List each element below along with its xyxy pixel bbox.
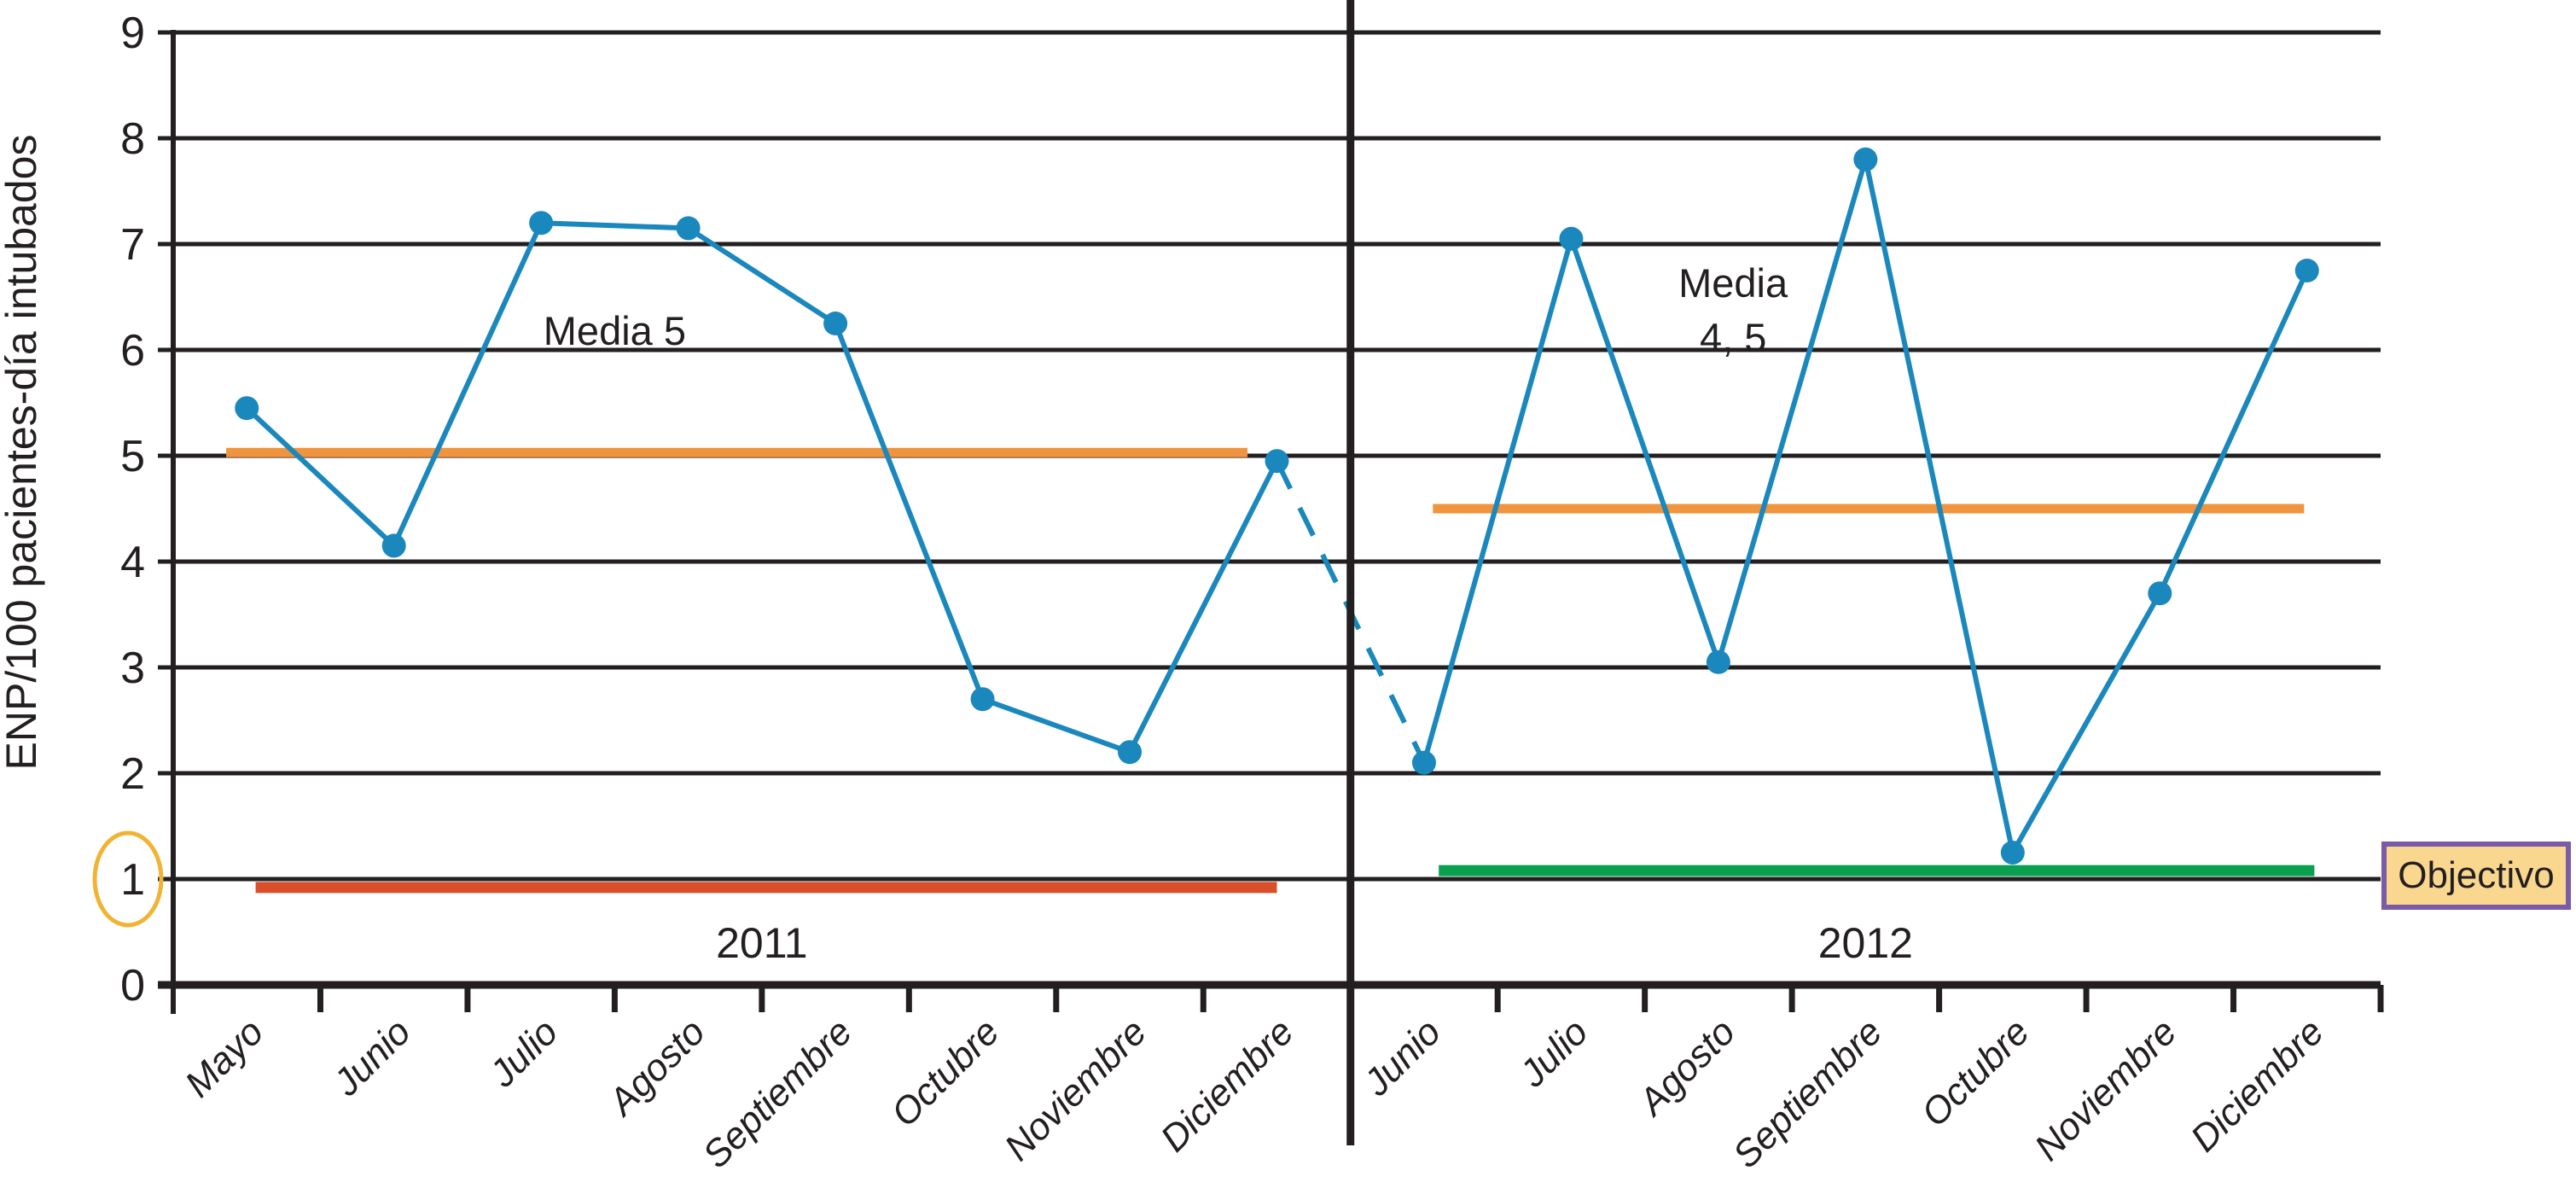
highlight-ellipse (92, 830, 164, 928)
series-line-2011 (245, 220, 1280, 755)
data-point (529, 211, 554, 236)
y-tick-label: 9 (120, 9, 145, 58)
month-label: Julio (481, 1011, 566, 1095)
month-label: Agosto (1629, 1011, 1743, 1125)
data-point (1853, 147, 1878, 172)
y-tick-label: 6 (120, 326, 145, 376)
month-label: Septiembre (1725, 1011, 1891, 1176)
y-tick-label: 0 (120, 961, 145, 1011)
media-label-2012: 4, 5 (1700, 315, 1766, 360)
data-point (2000, 841, 2025, 865)
data-point (235, 396, 259, 421)
x-axis (158, 981, 2384, 1012)
data-point (676, 216, 701, 241)
y-tick-label: 1 (120, 855, 145, 905)
y-tick-label: 2 (120, 749, 145, 799)
month-label: Diciembre (2183, 1011, 2332, 1160)
month-label: Mayo (177, 1011, 272, 1105)
data-point (381, 533, 406, 558)
month-label: Septiembre (695, 1011, 860, 1176)
data-point (1706, 649, 1730, 674)
data-point (1118, 740, 1143, 765)
month-label: Octubre (883, 1011, 1007, 1134)
month-label: Agosto (599, 1011, 713, 1125)
year-label-2012: 2012 (1818, 919, 1913, 967)
y-tick-label: 7 (120, 220, 145, 270)
y-axis: 0 1 2 3 4 5 6 7 8 9 ENP/100 pacientes-día intubado… (0, 9, 176, 1014)
data-point (1559, 226, 1584, 251)
data-point (970, 687, 995, 712)
media-label-2011: Media 5 (544, 308, 686, 353)
year-label-2011: 2011 (716, 919, 808, 967)
y-tick-label: 4 (120, 538, 145, 587)
month-label: Noviembre (2026, 1011, 2184, 1168)
data-point (2294, 259, 2319, 282)
data-point (2148, 581, 2172, 606)
month-label: Junio (325, 1011, 419, 1104)
panel-2011: 2011 Media 5 Mayo Junio Julio AgostoSeptiembr… (177, 211, 1302, 1176)
objetivo-badge: Objectivo (2381, 842, 2571, 910)
y-axis-title: ENP/100 pacientes-día intubados (0, 135, 45, 771)
month-label: Octubre (1914, 1011, 2038, 1134)
data-point (823, 312, 848, 335)
y-tick-label: 3 (120, 644, 145, 693)
y-tick-label: 8 (120, 114, 145, 164)
month-label: Noviembre (997, 1011, 1154, 1168)
objetivo-badge-label: Objectivo (2398, 854, 2555, 896)
month-label: Julio (1511, 1011, 1596, 1095)
media-label-2012: Media (1678, 260, 1788, 306)
month-label: Diciembre (1153, 1011, 1302, 1160)
month-label: Junio (1355, 1011, 1449, 1104)
y-tick-label: 5 (120, 432, 145, 481)
